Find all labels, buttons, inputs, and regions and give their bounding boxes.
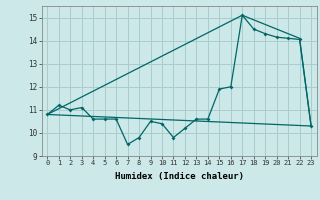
X-axis label: Humidex (Indice chaleur): Humidex (Indice chaleur) [115, 172, 244, 181]
